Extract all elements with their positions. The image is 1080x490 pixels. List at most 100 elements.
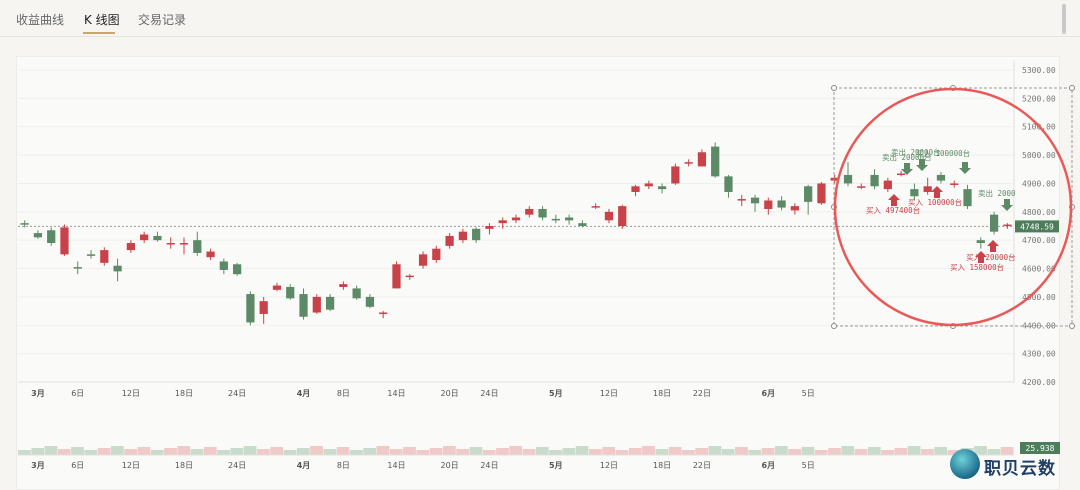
- candle-body: [764, 200, 773, 209]
- volume-bar: [124, 449, 138, 455]
- candle-body: [644, 183, 653, 187]
- volume-x-tick-label: 4月: [297, 461, 311, 470]
- candle-body: [817, 183, 826, 204]
- candle-body: [777, 200, 786, 208]
- candle-body: [963, 189, 972, 207]
- y-tick-label: 4900.00: [1022, 179, 1056, 188]
- scrollbar-thumb[interactable]: [1062, 4, 1066, 34]
- last-price-label: 4748.59: [1020, 222, 1054, 231]
- candle-body: [538, 208, 547, 218]
- last-volume-badge: [1020, 442, 1060, 454]
- y-tick-label: 5000.00: [1022, 151, 1056, 160]
- candle-body: [525, 208, 534, 215]
- candle-body: [843, 174, 853, 184]
- candle-body: [684, 162, 693, 164]
- volume-bar: [509, 446, 523, 455]
- candle-body: [299, 294, 308, 317]
- candle-body: [193, 240, 202, 253]
- volume-bar: [496, 448, 509, 455]
- y-tick-label: 5300.00: [1022, 66, 1056, 75]
- volume-bar: [575, 446, 589, 455]
- volume-bar: [110, 446, 124, 455]
- candle-body: [923, 186, 932, 192]
- candle-body: [697, 152, 707, 167]
- candle-body: [936, 174, 946, 181]
- volume-bar: [814, 450, 828, 455]
- candle-body: [339, 284, 348, 287]
- volume-bar: [748, 450, 762, 455]
- x-tick-label: 12日: [600, 389, 618, 398]
- volume-bar: [389, 449, 403, 455]
- x-tick-label: 18日: [653, 389, 671, 398]
- volume-bar: [31, 448, 45, 455]
- candle-body: [857, 186, 866, 188]
- x-tick-label: 3月: [31, 389, 45, 398]
- y-tick-label: 4800.00: [1022, 208, 1056, 217]
- volume-bar: [376, 446, 390, 455]
- volume-bar: [71, 447, 84, 455]
- x-tick-label: 18日: [175, 389, 193, 398]
- buy-arrow-icon: [987, 240, 999, 252]
- volume-x-tick-label: 8日: [337, 461, 350, 470]
- volume-bar: [230, 448, 244, 455]
- volume-bar: [615, 450, 629, 455]
- volume-bar: [97, 448, 111, 455]
- volume-bar: [44, 446, 58, 455]
- candle-body: [312, 296, 321, 313]
- trade-annotation: 买入 100000台: [908, 197, 962, 207]
- volume-bar: [257, 449, 270, 455]
- volume-bar: [655, 449, 669, 455]
- candle-body: [989, 214, 999, 232]
- candle-body: [750, 197, 760, 204]
- candle-body: [1003, 224, 1012, 227]
- chart-panel: [16, 56, 1060, 490]
- volume-bar: [549, 450, 562, 455]
- volume-x-tick-label: 18日: [175, 461, 193, 470]
- volume-bar: [177, 446, 191, 455]
- candle-body: [711, 146, 720, 177]
- candle-body: [365, 296, 375, 307]
- candle-body: [246, 294, 255, 323]
- candle-body: [100, 250, 109, 263]
- volume-bar: [57, 449, 71, 455]
- candle-body: [511, 217, 521, 221]
- volume-bar: [363, 448, 377, 455]
- x-tick-label: 24日: [480, 389, 498, 398]
- brand-logo-icon: [950, 449, 980, 479]
- tab-trade-records[interactable]: 交易记录: [138, 13, 187, 27]
- candle-body: [126, 243, 135, 251]
- volume-bar: [283, 450, 297, 455]
- volume-bar: [350, 450, 363, 455]
- volume-bar: [469, 447, 483, 455]
- candle-body: [325, 296, 335, 310]
- y-tick-label: 4200.00: [1022, 378, 1056, 387]
- volume-bar: [934, 447, 948, 455]
- trade-annotation: 卖出 20000台: [882, 152, 932, 162]
- volume-bar: [442, 446, 456, 455]
- candle-body: [883, 180, 892, 190]
- volume-x-tick-label: 20日: [441, 461, 459, 470]
- buy-arrow-icon: [931, 186, 943, 198]
- candle-body: [233, 264, 242, 275]
- candle-body: [219, 261, 228, 270]
- sell-arrow-icon: [959, 162, 971, 174]
- trade-annotation: 卖出 2000: [978, 188, 1016, 198]
- tab-profit-curve[interactable]: 收益曲线: [16, 13, 65, 27]
- x-tick-label: 6月: [762, 389, 776, 398]
- volume-x-tick-label: 5日: [802, 461, 815, 470]
- volume-bar: [296, 448, 310, 455]
- volume-bar: [628, 448, 642, 455]
- candle-body: [657, 186, 667, 190]
- volume-bar: [708, 446, 722, 455]
- volume-bar: [416, 450, 430, 455]
- last-price-badge: [1015, 220, 1059, 233]
- volume-x-tick-label: 6月: [762, 461, 776, 470]
- volume-x-tick-label: 18日: [653, 461, 671, 470]
- candle-body: [472, 228, 481, 241]
- volume-bar: [1000, 447, 1014, 455]
- highlight-circle: [833, 87, 1073, 327]
- volume-bar: [336, 447, 350, 455]
- y-tick-label: 4700.00: [1022, 236, 1056, 245]
- tab-kline[interactable]: K 线图: [84, 13, 120, 27]
